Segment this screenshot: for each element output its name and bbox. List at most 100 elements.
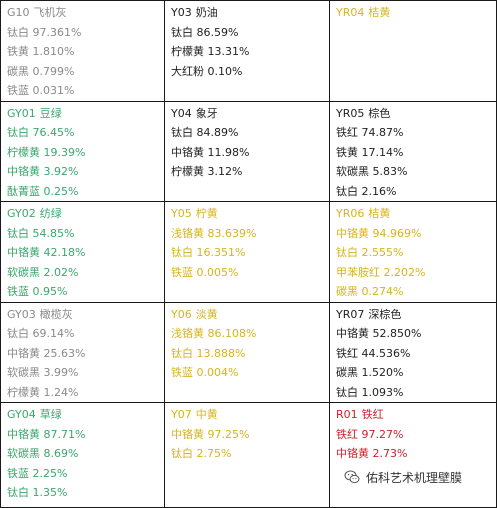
table-row: G10 飞机灰 钛白 97.361% 铁黄 1.810% 碳黑 0.799% 铁蓝…	[0, 0, 497, 102]
color-code: GY02	[7, 207, 36, 220]
cell-header: YR04 桔黄	[336, 3, 496, 23]
cell-gy04: GY04 草绿 中铬黄 87.71% 软碳黑 8.69% 铁蓝 2.25% 钛白 …	[0, 402, 165, 508]
color-name: 纺绿	[39, 207, 62, 220]
cell-header: G10 飞机灰	[7, 3, 164, 23]
color-code: Y03	[171, 6, 192, 19]
color-name: 奶油	[195, 6, 218, 19]
color-name: 桔黄	[368, 6, 391, 19]
formula-line: 中铬黄 25.63%	[7, 346, 86, 360]
table-row: GY01 豆绿 钛白 76.45% 柠檬黄 19.39% 中铬黄 3.92% 酞菁…	[0, 100, 497, 202]
cell-gy02: GY02 纺绿 钛白 54.85% 中铬黄 42.18% 软碳黑 2.02% 铁蓝…	[0, 201, 165, 303]
wechat-watermark: 佑科艺术机理壁膜	[344, 468, 462, 486]
formula-line: 中铬黄 94.969%	[336, 226, 422, 240]
color-code: R01	[336, 408, 358, 421]
formula-line: 钛白 86.59%	[171, 25, 239, 39]
formula-line: 钛白 1.093%	[336, 385, 404, 399]
formula-line: 钛白 16.351%	[171, 246, 246, 259]
formula-line: 钛白 13.888%	[171, 346, 246, 360]
cell-yr07: YR07 深棕色 中铬黄 52.850% 铁红 44.536% 碳黑 1.520%…	[329, 301, 497, 403]
cell-header: Y03 奶油	[171, 3, 329, 23]
cell-gy03: GY03 橄榄灰 钛白 69.14% 中铬黄 25.63% 软碳黑 3.99% 柠…	[0, 301, 165, 403]
formula-line: 中铬黄 11.98%	[171, 145, 250, 159]
color-code: Y06	[171, 307, 192, 321]
formula-line: 柠檬黄 13.31%	[171, 45, 250, 58]
formula-line: 柠檬黄 1.24%	[7, 385, 79, 399]
formula-line: 钛白 2.555%	[336, 246, 404, 259]
formula-line: 钛白 2.16%	[336, 184, 397, 198]
color-name: 深棕色	[368, 307, 402, 321]
formula-line: 铁红 97.27%	[336, 427, 404, 441]
formula-line: 中铬黄 97.25%	[171, 427, 250, 441]
formula-line: 碳黑 0.799%	[7, 64, 75, 78]
formula-line: 铁蓝 2.25%	[7, 466, 68, 480]
formula-line: 浅铬黄 83.639%	[171, 226, 257, 240]
cell-y03: Y03 奶油 钛白 86.59% 柠檬黄 13.31% 大红粉 0.10%	[164, 0, 330, 102]
color-code: GY03	[7, 307, 36, 321]
formula-line: 浅铬黄 86.108%	[171, 327, 257, 340]
color-name: 橄榄灰	[39, 307, 73, 321]
color-name: 飞机灰	[33, 6, 67, 19]
formula-line: 铁蓝 0.95%	[7, 285, 68, 298]
table-row: GY04 草绿 中铬黄 87.71% 软碳黑 8.69% 铁蓝 2.25% 钛白 …	[0, 402, 497, 508]
cell-y06: Y06 淡黄 浅铬黄 86.108% 钛白 13.888% 铁蓝 0.004%	[164, 301, 330, 403]
color-code: G10	[7, 6, 30, 19]
formula-line: 软碳黑 8.69%	[7, 447, 79, 460]
formula-line: 柠檬黄 3.12%	[171, 165, 243, 178]
cell-yr05: YR05 棕色 铁红 74.87% 铁黄 17.14% 软碳黑 5.83% 钛白 …	[329, 100, 497, 202]
formula-line: 钛白 54.85%	[7, 226, 75, 240]
color-name: 中黄	[195, 408, 218, 421]
formula-line: 中铬黄 87.71%	[7, 427, 86, 441]
formula-line: 中铬黄 52.850%	[336, 327, 422, 340]
cell-header: Y06 淡黄	[171, 305, 329, 325]
formula-line: 钛白 76.45%	[7, 126, 75, 139]
cell-header: R01 铁红	[336, 405, 496, 425]
formula-line: 中铬黄 42.18%	[7, 246, 86, 259]
cell-header: YR05 棕色	[336, 104, 496, 124]
color-name: 豆绿	[39, 106, 62, 120]
formula-line: 铁蓝 0.031%	[7, 84, 75, 97]
color-name: 淡黄	[195, 307, 218, 321]
formula-line: 碳黑 0.274%	[336, 285, 404, 298]
watermark-text: 佑科艺术机理壁膜	[366, 470, 463, 485]
cell-header: Y07 中黄	[171, 405, 329, 425]
formula-line: 钛白 2.75%	[171, 447, 232, 460]
cell-y04: Y04 象牙 钛白 84.89% 中铬黄 11.98% 柠檬黄 3.12%	[164, 100, 330, 202]
formula-line: 中铬黄 2.73%	[336, 447, 408, 460]
table-row: GY03 橄榄灰 钛白 69.14% 中铬黄 25.63% 软碳黑 3.99% 柠…	[0, 301, 497, 403]
formula-line: 钛白 69.14%	[7, 327, 75, 340]
formula-line: 软碳黑 5.83%	[336, 165, 408, 178]
formula-line: 钛白 1.35%	[7, 486, 68, 499]
formula-line: 钛白 97.361%	[7, 25, 82, 39]
cell-y07: Y07 中黄 中铬黄 97.25% 钛白 2.75%	[164, 402, 330, 508]
formula-line: 中铬黄 3.92%	[7, 165, 79, 178]
cell-header: GY04 草绿	[7, 405, 164, 425]
color-name: 柠黄	[195, 207, 218, 220]
formula-line: 铁蓝 0.004%	[171, 366, 239, 379]
cell-header: GY03 橄榄灰	[7, 305, 164, 325]
cell-yr06: YR06 桔黄 中铬黄 94.969% 钛白 2.555% 甲苯胺红 2.202%…	[329, 201, 497, 303]
color-code: Y07	[171, 408, 192, 421]
color-code: YR05	[336, 106, 365, 120]
color-name: 桔黄	[368, 207, 391, 220]
formula-line: 软碳黑 2.02%	[7, 265, 79, 279]
color-code: YR07	[336, 307, 365, 321]
formula-line: 甲苯胺红 2.202%	[336, 265, 426, 279]
table-row: GY02 纺绿 钛白 54.85% 中铬黄 42.18% 软碳黑 2.02% 铁蓝…	[0, 201, 497, 303]
color-code: GY01	[7, 106, 36, 120]
formula-line: 铁红 74.87%	[336, 126, 404, 139]
cell-header: Y04 象牙	[171, 104, 329, 124]
formula-line: 铁蓝 0.005%	[171, 265, 239, 279]
formula-line: 铁黄 17.14%	[336, 145, 404, 159]
formula-line: 酞菁蓝 0.25%	[7, 184, 79, 198]
cell-header: YR06 桔黄	[336, 204, 496, 224]
cell-gy01: GY01 豆绿 钛白 76.45% 柠檬黄 19.39% 中铬黄 3.92% 酞菁…	[0, 100, 165, 202]
color-code: GY04	[7, 408, 36, 421]
formula-line: 柠檬黄 19.39%	[7, 145, 86, 159]
color-code: YR04	[336, 6, 365, 19]
formula-line: 碳黑 1.520%	[336, 366, 404, 379]
color-code: Y04	[171, 106, 192, 120]
color-code: Y05	[171, 207, 192, 220]
cell-r01: R01 铁红 铁红 97.27% 中铬黄 2.73%	[329, 402, 497, 508]
formula-line: 铁红 44.536%	[336, 346, 411, 360]
